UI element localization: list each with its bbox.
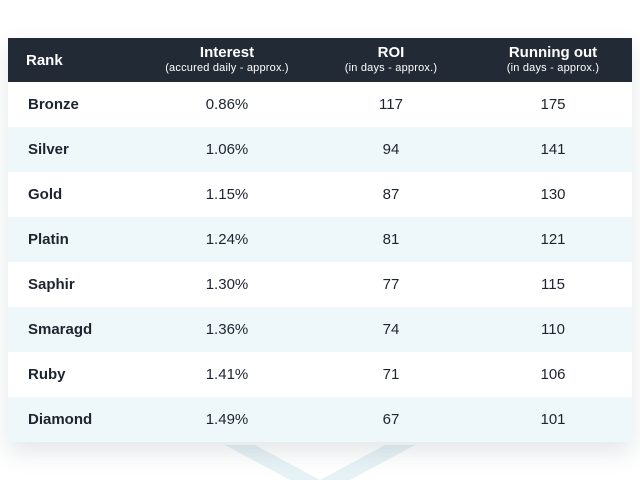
cell-roi: 87 xyxy=(382,186,400,203)
cell-rank: Saphir xyxy=(28,276,75,293)
cell-interest: 1.24% xyxy=(205,231,249,248)
cell-running-out: 101 xyxy=(540,411,566,428)
cell-running-out: 175 xyxy=(540,96,566,113)
cell-rank: Smaragd xyxy=(28,321,93,338)
table-row: Gold 1.15% 87 130 xyxy=(8,172,632,217)
cell-interest: 1.49% xyxy=(205,411,249,428)
cell-rank: Bronze xyxy=(28,96,79,113)
cell-running-out: 130 xyxy=(540,186,566,203)
cell-roi: 81 xyxy=(382,231,400,248)
table-row: Saphir 1.30% 77 115 xyxy=(8,262,632,307)
header-rank: Rank xyxy=(8,38,146,82)
table-row: Platin 1.24% 81 121 xyxy=(8,217,632,262)
cell-running-out: 110 xyxy=(541,321,565,338)
table-row: Diamond 1.49% 67 101 xyxy=(8,397,632,442)
table-row: Silver 1.06% 94 141 xyxy=(8,127,632,172)
cell-roi: 67 xyxy=(382,411,400,428)
cell-interest: 1.30% xyxy=(205,276,249,293)
header-interest-sublabel: (accured daily - approx.) xyxy=(165,62,289,74)
cell-running-out: 106 xyxy=(540,366,566,383)
table-row: Smaragd 1.36% 74 110 xyxy=(8,307,632,352)
table-row: Bronze 0.86% 117 175 xyxy=(8,82,632,127)
rank-table: Rank Interest (accured daily - approx.) … xyxy=(8,38,632,442)
header-interest: Interest (accured daily - approx.) xyxy=(146,38,308,82)
cell-rank: Diamond xyxy=(28,411,93,428)
table-header-row: Rank Interest (accured daily - approx.) … xyxy=(8,38,632,82)
header-roi-label: ROI xyxy=(377,44,405,61)
cell-rank: Silver xyxy=(28,141,69,158)
cell-interest: 0.86% xyxy=(205,96,249,113)
header-roi: ROI (in days - approx.) xyxy=(308,38,474,82)
cell-interest: 1.06% xyxy=(205,141,249,158)
rank-table-card: Rank Interest (accured daily - approx.) … xyxy=(8,38,632,442)
header-running-out-sublabel: (in days - approx.) xyxy=(506,62,600,74)
cell-running-out: 121 xyxy=(540,231,566,248)
cell-rank: Gold xyxy=(28,186,63,203)
cell-roi: 71 xyxy=(382,366,400,383)
cell-roi: 74 xyxy=(382,321,400,338)
header-running-out-label: Running out xyxy=(508,44,598,61)
cell-roi: 77 xyxy=(382,276,400,293)
header-roi-sublabel: (in days - approx.) xyxy=(344,62,438,74)
cell-roi: 117 xyxy=(379,96,403,113)
cell-roi: 94 xyxy=(382,141,400,158)
header-interest-label: Interest xyxy=(199,44,255,61)
table-row: Ruby 1.41% 71 106 xyxy=(8,352,632,397)
cell-interest: 1.36% xyxy=(205,321,249,338)
cell-interest: 1.15% xyxy=(205,186,249,203)
header-running-out: Running out (in days - approx.) xyxy=(474,38,632,82)
cell-interest: 1.41% xyxy=(205,366,249,383)
cell-running-out: 115 xyxy=(541,276,565,293)
cell-rank: Ruby xyxy=(28,366,66,383)
cell-rank: Platin xyxy=(28,231,69,248)
header-rank-label: Rank xyxy=(26,51,63,69)
cell-running-out: 141 xyxy=(540,141,566,158)
